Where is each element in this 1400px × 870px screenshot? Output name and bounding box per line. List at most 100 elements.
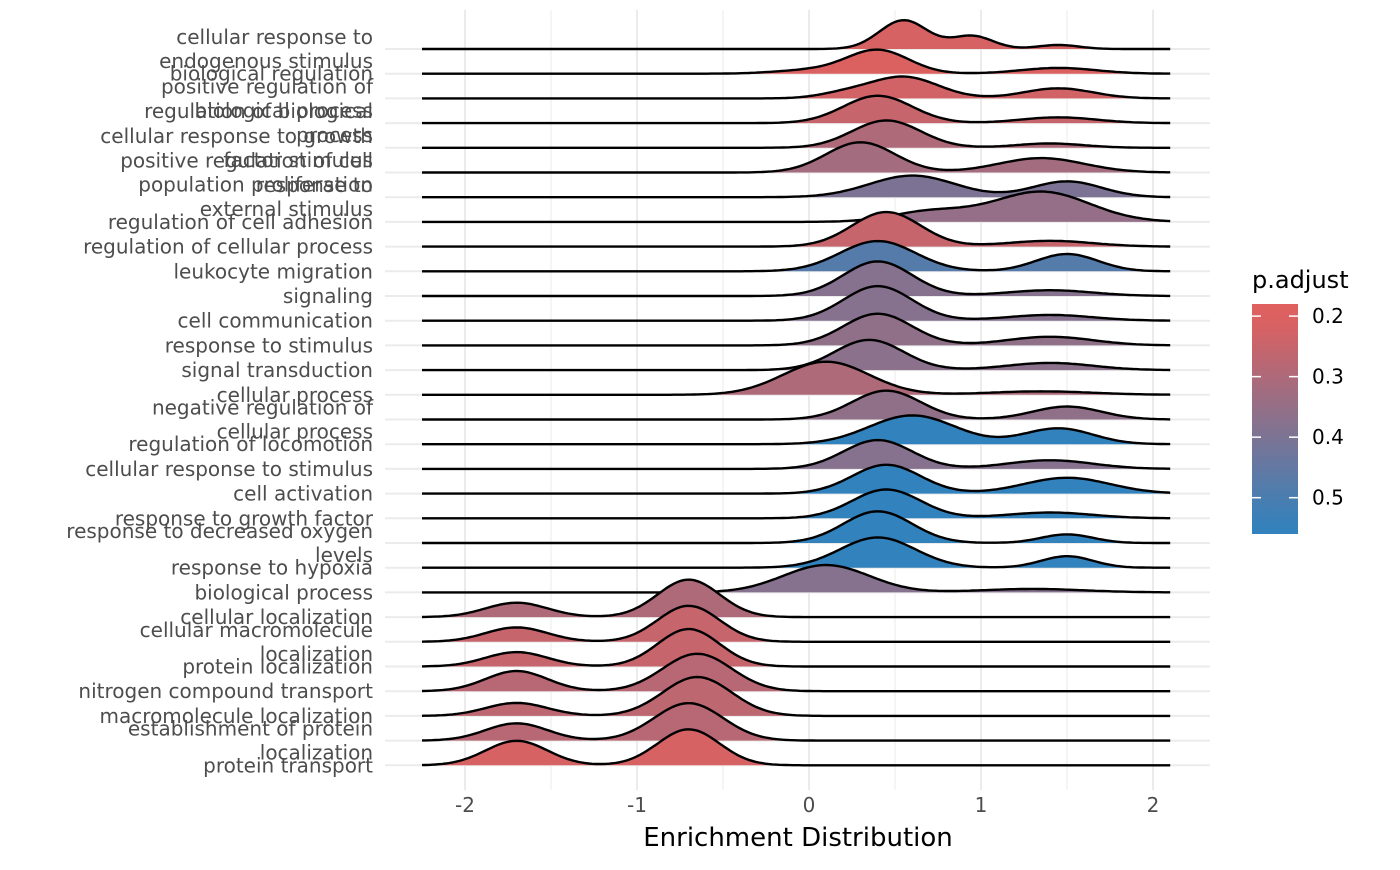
- x-tick-label: 2: [1147, 793, 1160, 817]
- ridge-outline: [422, 260, 1171, 298]
- ridge-outline: [422, 338, 1171, 372]
- ridge-fill: [422, 95, 1171, 124]
- legend: p.adjust 0.2 0.3 0.4 0.5: [1252, 266, 1349, 534]
- ridge-outline: [421, 652, 1171, 693]
- legend-tick-label: 0.4: [1312, 425, 1344, 449]
- ridge: [422, 463, 1171, 495]
- ridge: [422, 119, 1171, 149]
- y-tick-label: positive regulation of cell population pr…: [120, 149, 373, 197]
- ridge-outline: [422, 312, 1171, 347]
- ridge-fill: [422, 76, 1171, 99]
- legend-colorbar: [1252, 304, 1298, 534]
- ridge-outline: [422, 141, 1171, 174]
- ridge-outline: [422, 536, 1171, 569]
- ridge-fill: [422, 313, 1171, 346]
- y-tick-label: cellular response to stimulus: [85, 457, 373, 481]
- ridge: [422, 48, 1171, 75]
- y-tick-label: response to decreased oxygen levels: [66, 519, 373, 567]
- ridge-fill: [422, 142, 1171, 173]
- ridges: [421, 18, 1171, 767]
- ridge-outline: [422, 174, 1171, 199]
- legend-title: p.adjust: [1252, 266, 1349, 294]
- ridge: [421, 627, 1171, 668]
- legend-tick-label: 0.5: [1312, 486, 1344, 510]
- ridge-fill: [422, 605, 1171, 642]
- ridge: [422, 702, 1171, 742]
- y-tick-label: cellular response to growth factor stimul…: [100, 124, 373, 172]
- y-tick-label: cellular process: [217, 383, 373, 407]
- ridge-outline: [422, 284, 1171, 322]
- y-tick-label: response to stimulus: [165, 333, 373, 357]
- ridge-outline: [422, 563, 1171, 594]
- y-tick-label: response to hypoxia: [171, 556, 373, 580]
- ridge: [421, 675, 1171, 718]
- ridge: [422, 563, 1171, 594]
- ridge-fill: [422, 653, 1171, 692]
- y-tick-label: biological process: [194, 580, 373, 604]
- ridge-outline: [422, 702, 1171, 742]
- y-tick-label: regulation of biological process: [144, 99, 373, 147]
- ridge-fill: [422, 629, 1171, 667]
- x-tick-label: -2: [455, 793, 475, 817]
- y-tick-label: signaling: [283, 284, 373, 308]
- ridge-outline: [422, 438, 1171, 471]
- ridge-outline: [422, 510, 1171, 545]
- y-tick-label: macromolecule localization: [100, 704, 373, 728]
- x-tick-label: -1: [627, 793, 647, 817]
- ridge-fill: [422, 440, 1171, 469]
- x-axis-labels: -2 -1 0 1 2: [455, 793, 1159, 817]
- ridge-outline: [422, 48, 1171, 75]
- ridge-outline: [421, 604, 1171, 643]
- y-tick-label: biological regulation: [170, 62, 373, 86]
- ridge: [422, 414, 1171, 446]
- ridge-outline: [422, 360, 1171, 396]
- y-tick-label: signal transduction: [181, 358, 373, 382]
- y-tick-label: positive regulation of biological process: [161, 74, 374, 122]
- ridge: [422, 536, 1171, 569]
- ridge: [422, 260, 1171, 298]
- y-tick-label: cellular response to endogenous stimulus: [159, 25, 373, 73]
- y-tick-label: establishment of protein localization: [128, 717, 373, 765]
- y-tick-label: cellular localization: [180, 605, 373, 629]
- ridge: [422, 174, 1171, 199]
- ridge-fill: [422, 464, 1171, 494]
- ridge: [422, 338, 1171, 372]
- x-tick-label: 1: [975, 793, 988, 817]
- ridge-outline: [422, 94, 1171, 125]
- ridge: [422, 510, 1171, 545]
- ridge: [422, 210, 1171, 248]
- ridge: [422, 190, 1171, 224]
- y-tick-label: nitrogen compound transport: [78, 679, 373, 703]
- ridge: [422, 312, 1171, 347]
- y-tick-label: cell communication: [178, 309, 373, 333]
- y-tick-label: cellular macromolecule localization: [140, 618, 373, 666]
- ridge-outline: [422, 75, 1171, 100]
- y-axis-labels: cellular response to endogenous stimulusb…: [66, 25, 374, 777]
- ridge: [421, 728, 1171, 767]
- y-tick-label: protein localization: [182, 655, 373, 679]
- ridge-outline: [421, 675, 1171, 718]
- y-tick-label: negative regulation of cellular process: [152, 396, 374, 444]
- ridge-fill: [422, 729, 1171, 766]
- legend-tick-label: 0.2: [1312, 304, 1344, 328]
- y-tick-label: response to growth factor: [115, 506, 374, 530]
- ridge-outline: [422, 18, 1171, 51]
- y-tick-label: cell activation: [233, 482, 373, 506]
- ridge-fill: [422, 191, 1171, 222]
- ridge: [422, 488, 1171, 520]
- ridge-outline: [422, 389, 1171, 421]
- ridge-outline: [422, 210, 1171, 248]
- ridge-outline: [421, 578, 1171, 619]
- ridge: [422, 284, 1171, 322]
- ridge-fill: [422, 579, 1171, 618]
- ridge-outline: [422, 463, 1171, 495]
- y-tick-label: response to external stimulus: [200, 173, 373, 221]
- ridge: [421, 578, 1171, 619]
- y-tick-label: leukocyte migration: [173, 259, 373, 283]
- ridge-outline: [421, 627, 1171, 668]
- ridge-fill: [422, 511, 1171, 543]
- ridge: [422, 389, 1171, 421]
- ridge-outline: [422, 239, 1171, 273]
- ridge-fill: [422, 415, 1171, 445]
